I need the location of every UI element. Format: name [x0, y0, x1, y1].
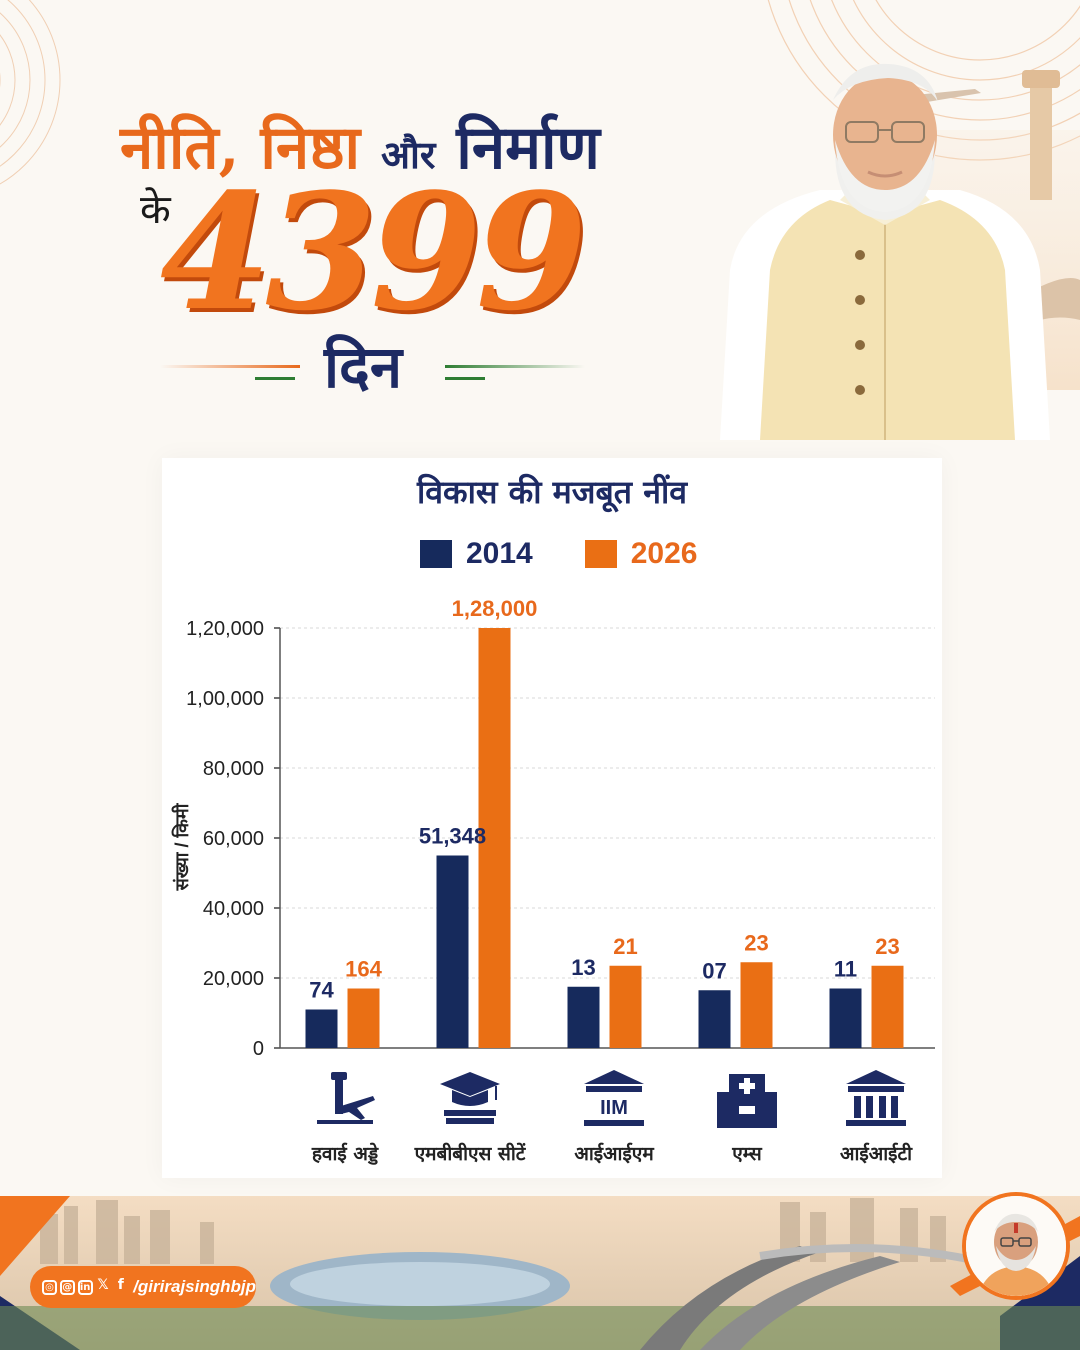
- category-label: एम्स: [732, 1143, 762, 1165]
- iit-building-icon: [846, 1070, 906, 1126]
- linkedin-icon[interactable]: in: [77, 1279, 93, 1295]
- bar-2026: [871, 965, 904, 1048]
- bar-2026: [478, 628, 511, 1048]
- bar-2026: [347, 988, 380, 1048]
- category-row: हवाई अड्डे एमबीबीएस सीटें IIM आईआईएम: [270, 1066, 940, 1170]
- category-iit: आईआईटी: [806, 1066, 946, 1166]
- data-label-2014: 51,348: [419, 824, 486, 849]
- y-tick-label: 1,00,000: [186, 688, 264, 710]
- airport-icon: [317, 1072, 375, 1124]
- headline-din: दिन: [324, 333, 403, 401]
- y-tick-label: 40,000: [203, 898, 264, 920]
- headline-ke: के: [140, 187, 171, 233]
- bar-2014: [829, 988, 862, 1048]
- data-label-2014: 13: [571, 955, 595, 980]
- facebook-icon[interactable]: f: [117, 1276, 124, 1293]
- social-handle[interactable]: /girirajsinghbjp: [133, 1277, 256, 1296]
- category-label: एमबीबीएस सीटें: [414, 1143, 526, 1165]
- headline: नीति, निष्ठा और निर्माण: [120, 108, 600, 195]
- avatar-portrait: [966, 1196, 1066, 1296]
- data-label-2014: 07: [702, 958, 726, 983]
- bar-2014: [698, 990, 731, 1048]
- day-count: 4399: [160, 158, 587, 346]
- bar-2014: [305, 1009, 338, 1048]
- data-label-2014: 11: [834, 957, 857, 982]
- data-label-2026: 23: [875, 934, 899, 959]
- legend-swatch-2026: [584, 540, 617, 568]
- legend-label-2026: 2026: [630, 537, 698, 570]
- iim-building-icon: IIM: [584, 1070, 644, 1126]
- instagram-icon[interactable]: ◎: [42, 1279, 57, 1295]
- svg-text:IIM: IIM: [600, 1097, 628, 1119]
- avatar: [966, 1196, 1066, 1296]
- legend-swatch-2014: [420, 540, 452, 568]
- category-label: आईआईएम: [574, 1143, 654, 1165]
- graduation-cap-icon: [440, 1072, 500, 1124]
- headline-part-3: निर्माण: [456, 113, 600, 183]
- decorative-rings-left: [0, 0, 61, 185]
- bar-chart: 0 20,000 40,000 60,000 80,000 1,00,000 1,20,00…: [171, 596, 935, 1060]
- y-tick-label: 20,000: [203, 968, 264, 990]
- chart-title: विकास की मजबूत नींव: [416, 473, 688, 511]
- data-label-2026: 23: [744, 930, 768, 955]
- category-label: हवाई अड्डे: [311, 1143, 379, 1165]
- x-icon[interactable]: 𝕏: [97, 1276, 109, 1293]
- divider-right: [445, 365, 585, 368]
- chart-card: [162, 458, 942, 1178]
- category-aiims: एम्स: [677, 1066, 817, 1166]
- divider-dash-right: [445, 377, 485, 380]
- leader-portrait: [720, 63, 1080, 440]
- bar-2014: [567, 986, 600, 1048]
- chart-legend: 2014 2026: [420, 536, 750, 572]
- category-airports: हवाई अड्डे: [275, 1066, 415, 1166]
- bar-2026: [740, 962, 773, 1048]
- data-label-2026: 164: [345, 957, 382, 982]
- data-label-2026: 21: [613, 934, 637, 959]
- bar-2014: [436, 855, 469, 1048]
- category-mbbs: एमबीबीएस सीटें: [400, 1066, 540, 1166]
- legend-item-2014: 2014: [420, 537, 533, 571]
- category-iim: IIM आईआईएम: [544, 1066, 684, 1166]
- divider-left: [160, 365, 300, 368]
- y-axis-label: संख्या / किमी: [171, 802, 192, 891]
- y-tick-label: 0: [253, 1038, 264, 1060]
- y-tick-label: 60,000: [203, 828, 264, 850]
- social-bar[interactable]: ◎ @ in 𝕏 f /girirajsinghbjp: [30, 1266, 256, 1308]
- threads-icon[interactable]: @: [59, 1279, 75, 1295]
- category-label: आईआईटी: [840, 1143, 912, 1165]
- headline-part-1: नीति, निष्ठा: [120, 113, 361, 183]
- legend-item-2026: 2026: [584, 537, 698, 571]
- hospital-icon: [717, 1074, 777, 1128]
- data-label-2026: 1,28,000: [452, 596, 538, 621]
- headline-part-2: और: [380, 132, 436, 177]
- divider-dash-left: [255, 377, 295, 380]
- bar-2026: [609, 965, 642, 1048]
- data-label-2014: 74: [309, 978, 334, 1003]
- y-tick-label: 80,000: [203, 758, 264, 780]
- legend-label-2014: 2014: [466, 537, 533, 570]
- y-tick-label: 1,20,000: [186, 618, 264, 640]
